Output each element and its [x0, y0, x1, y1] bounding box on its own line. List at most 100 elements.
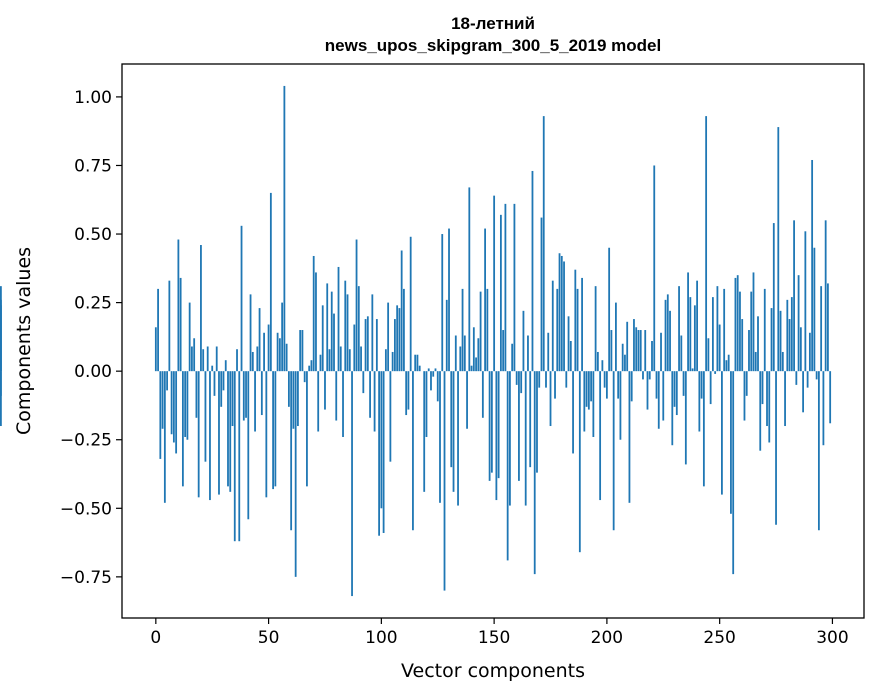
- bar: [522, 310, 525, 372]
- bar: [732, 371, 735, 575]
- bar: [502, 330, 505, 372]
- bar: [231, 371, 234, 427]
- bar: [506, 371, 509, 561]
- bar: [339, 346, 342, 372]
- chart-title-line-2: news_upos_skipgram_300_5_2019 model: [325, 36, 661, 55]
- x-tick-label: 100: [365, 628, 397, 648]
- bar: [353, 324, 356, 372]
- bar: [608, 247, 611, 372]
- bar: [827, 283, 829, 372]
- bar: [321, 305, 324, 372]
- bar: [684, 371, 687, 465]
- bar: [430, 371, 432, 391]
- bar: [400, 250, 403, 372]
- bar: [529, 371, 532, 468]
- bar: [283, 85, 286, 372]
- bar-series: [0, 85, 832, 597]
- plot-frame: [121, 63, 865, 619]
- bar: [642, 371, 644, 380]
- bar: [292, 371, 295, 429]
- bar: [700, 371, 703, 399]
- bar: [306, 371, 308, 487]
- bar: [817, 371, 820, 531]
- x-axis: 0 50 100 150 200 250 300: [150, 618, 849, 648]
- bar: [209, 371, 211, 501]
- bar: [653, 165, 656, 372]
- bar: [177, 239, 180, 372]
- bar: [572, 371, 574, 454]
- bar: [274, 371, 277, 487]
- bar: [303, 371, 306, 383]
- bar: [680, 335, 683, 372]
- bar: [387, 302, 390, 372]
- bar: [630, 371, 633, 402]
- bar: [324, 371, 326, 410]
- bar: [398, 308, 401, 372]
- bar: [556, 288, 559, 372]
- bar: [624, 354, 626, 372]
- bar: [646, 371, 649, 410]
- bar: [495, 371, 498, 501]
- bar: [766, 371, 768, 427]
- bar: [515, 371, 518, 385]
- bar: [754, 351, 757, 372]
- bar: [450, 371, 453, 468]
- bar: [585, 371, 588, 407]
- bar: [779, 310, 782, 372]
- bar: [418, 365, 421, 372]
- bar: [335, 371, 338, 421]
- bar: [725, 360, 728, 372]
- bar: [707, 338, 710, 372]
- bar: [330, 291, 333, 372]
- bar: [364, 319, 367, 372]
- bar: [664, 299, 667, 372]
- bar: [294, 371, 297, 577]
- bar: [281, 302, 284, 372]
- bar: [757, 316, 759, 372]
- bar: [472, 327, 475, 372]
- bar: [527, 335, 529, 372]
- bar: [326, 283, 329, 372]
- bar: [355, 239, 358, 372]
- bar: [452, 371, 455, 492]
- bar: [337, 266, 340, 372]
- bar: [804, 231, 807, 372]
- bar: [175, 371, 178, 454]
- bar: [409, 236, 412, 372]
- bar: [678, 286, 680, 372]
- bar: [461, 288, 464, 372]
- bar: [218, 371, 220, 495]
- bar: [463, 335, 466, 372]
- y-tick-label: −0.50: [60, 499, 112, 519]
- bar: [644, 330, 647, 372]
- bar: [815, 371, 818, 380]
- bar: [524, 371, 527, 506]
- bar: [0, 299, 2, 372]
- bar: [348, 349, 351, 372]
- bar: [806, 371, 809, 388]
- bar: [736, 275, 739, 372]
- bar: [297, 371, 299, 427]
- bar: [477, 338, 480, 372]
- bar: [660, 332, 662, 372]
- bar: [272, 371, 274, 490]
- bar: [200, 245, 202, 372]
- bar: [626, 321, 629, 372]
- x-axis-label: Vector components: [401, 660, 585, 682]
- bar: [206, 346, 209, 372]
- bar: [357, 286, 360, 372]
- bar: [705, 116, 708, 372]
- bar: [811, 159, 814, 372]
- bar: [371, 294, 374, 372]
- bar: [254, 371, 256, 432]
- bar: [542, 116, 545, 372]
- bar: [682, 371, 685, 396]
- bar: [669, 310, 671, 372]
- bar: [628, 371, 631, 503]
- bar: [484, 228, 486, 372]
- bar: [457, 371, 459, 506]
- y-tick-label: 1.00: [74, 88, 112, 108]
- bar: [454, 335, 457, 372]
- x-tick-label: 200: [591, 628, 623, 648]
- bar: [301, 330, 304, 372]
